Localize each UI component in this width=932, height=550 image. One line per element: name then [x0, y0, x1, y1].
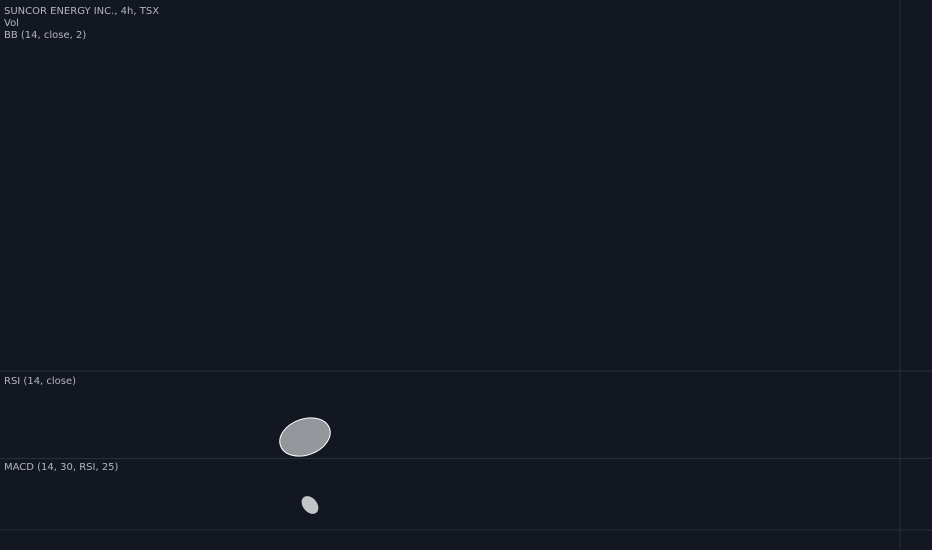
indicator-label: Vol — [4, 18, 19, 29]
indicator-label: RSI (14, close) — [4, 376, 76, 387]
highlight-ellipse — [279, 417, 331, 457]
indicator-label: BB (14, close, 2) — [4, 30, 86, 41]
indicator-label: MACD (14, 30, RSI, 25) — [4, 462, 119, 473]
highlight-ellipse — [301, 496, 319, 514]
symbol-title: SUNCOR ENERGY INC., 4h, TSX — [4, 6, 159, 17]
